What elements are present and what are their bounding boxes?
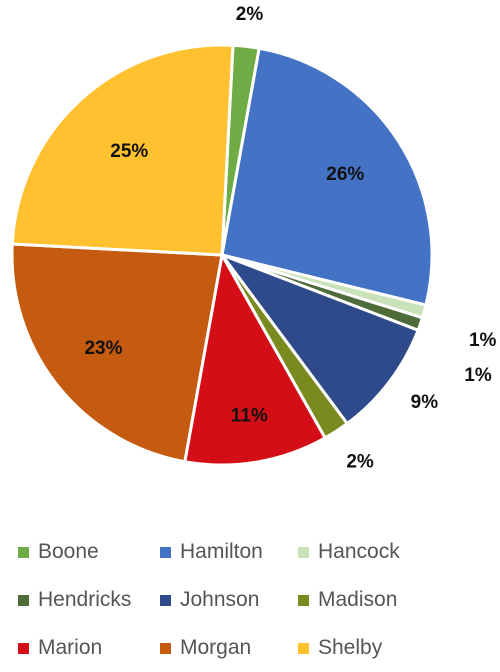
legend-label-marion: Marion — [38, 636, 103, 659]
legend-label-hamilton: Hamilton — [180, 540, 263, 563]
legend-label-madison: Madison — [318, 588, 398, 611]
data-label-johnson: 9% — [411, 392, 439, 413]
legend: Boone Hamilton Hancock Hendricks Johnson… — [0, 528, 500, 672]
data-label-madison: 2% — [346, 451, 374, 472]
legend-swatch-hendricks — [18, 594, 29, 606]
data-label-marion: 11% — [231, 406, 268, 427]
legend-row: Marion Morgan Shelby — [0, 624, 500, 672]
pie-slice-hamilton — [220, 46, 434, 307]
data-label-shelby: 25% — [110, 141, 148, 162]
legend-item-hendricks: Hendricks — [18, 588, 160, 612]
pie-slice-johnson — [217, 251, 420, 426]
legend-item-madison: Madison — [298, 588, 488, 612]
legend-swatch-madison — [298, 594, 309, 606]
legend-swatch-johnson — [160, 594, 171, 606]
pie-chart: 2% 26% 1% 1% 9% 2% 11% 23% 25% — [10, 4, 497, 472]
legend-item-morgan: Morgan — [160, 636, 298, 660]
legend-item-shelby: Shelby — [298, 636, 488, 660]
data-label-hendricks: 1% — [464, 365, 492, 386]
legend-swatch-shelby — [298, 642, 309, 654]
legend-label-johnson: Johnson — [180, 588, 260, 611]
legend-item-hamilton: Hamilton — [160, 540, 298, 564]
legend-item-johnson: Johnson — [160, 588, 298, 612]
legend-row: Boone Hamilton Hancock — [0, 528, 500, 576]
data-label-hamilton: 26% — [326, 164, 364, 185]
data-label-hancock: 1% — [469, 330, 497, 351]
legend-label-boone: Boone — [38, 540, 99, 563]
pie-slices — [10, 43, 434, 467]
legend-item-boone: Boone — [18, 540, 160, 564]
pie-slice-morgan — [10, 242, 224, 464]
legend-swatch-hamilton — [160, 546, 171, 558]
legend-row: Hendricks Johnson Madison — [0, 576, 500, 624]
data-label-boone: 2% — [236, 4, 264, 25]
legend-label-hendricks: Hendricks — [38, 588, 132, 611]
legend-swatch-morgan — [160, 642, 171, 654]
legend-label-morgan: Morgan — [180, 636, 252, 659]
legend-label-shelby: Shelby — [318, 636, 383, 659]
legend-label-hancock: Hancock — [318, 540, 400, 563]
legend-swatch-marion — [18, 642, 29, 654]
pie-slice-marion — [183, 250, 328, 467]
pie-data-labels: 2% 26% 1% 1% 9% 2% 11% 23% 25% — [84, 4, 496, 472]
legend-item-hancock: Hancock — [298, 540, 488, 564]
legend-swatch-hancock — [298, 546, 309, 558]
data-label-morgan: 23% — [84, 338, 122, 359]
legend-item-marion: Marion — [18, 636, 160, 660]
pie-slice-shelby — [10, 43, 235, 257]
legend-swatch-boone — [18, 546, 29, 558]
